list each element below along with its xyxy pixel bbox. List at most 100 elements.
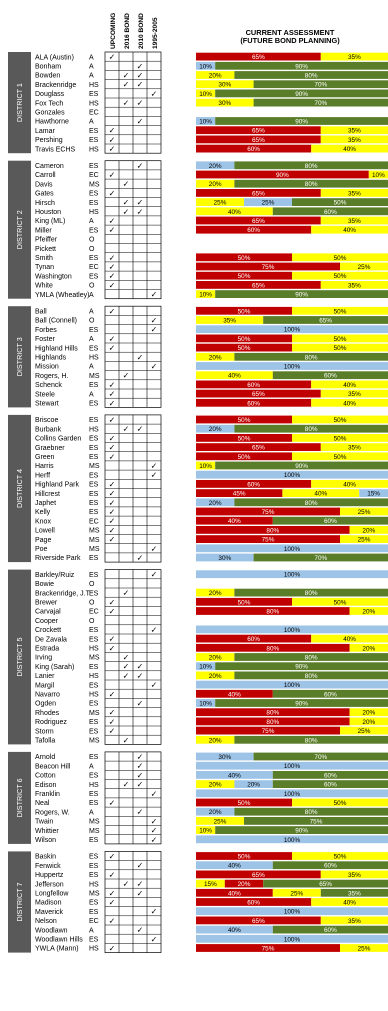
bar-label: 10% bbox=[199, 463, 212, 470]
check-mark: ✓ bbox=[109, 443, 116, 452]
check-mark: ✓ bbox=[137, 161, 144, 170]
bar-segment bbox=[340, 507, 388, 516]
bar-label: 35% bbox=[348, 445, 361, 452]
bar-label: 50% bbox=[238, 308, 251, 315]
district-band bbox=[8, 306, 31, 408]
school-type: ES bbox=[89, 555, 99, 562]
bar-segment bbox=[311, 634, 388, 643]
bar-segment bbox=[196, 380, 312, 389]
bar-label: 35% bbox=[348, 128, 361, 135]
bar-label: 70% bbox=[314, 555, 327, 562]
check-mark: ✓ bbox=[109, 480, 116, 489]
bar-label: 65% bbox=[252, 128, 265, 135]
district-band bbox=[8, 851, 31, 953]
school-name: Highlands bbox=[35, 355, 67, 362]
bar-segment bbox=[196, 879, 225, 888]
bar-label: 65% bbox=[319, 318, 332, 325]
bar-segment bbox=[196, 553, 254, 562]
bar-label: 65% bbox=[252, 445, 265, 452]
bar-label: 90% bbox=[295, 119, 308, 126]
bar-segment bbox=[196, 516, 273, 525]
bar-label: 65% bbox=[252, 190, 265, 197]
school-type: ES bbox=[89, 791, 99, 798]
check-mark: ✓ bbox=[123, 880, 130, 889]
bar-segment bbox=[196, 570, 388, 579]
school-name: Whittier bbox=[35, 828, 59, 835]
school-name: Schenck bbox=[35, 382, 62, 389]
school-type: ES bbox=[89, 137, 99, 144]
check-mark: ✓ bbox=[123, 671, 130, 680]
column-header: 2010 BOND bbox=[138, 13, 145, 49]
school-type: ES bbox=[89, 509, 99, 516]
school-type: MS bbox=[89, 828, 100, 835]
bar-segment bbox=[215, 117, 388, 125]
bar-label: 40% bbox=[228, 691, 241, 698]
bar-label: 90% bbox=[295, 91, 308, 98]
bar-label: 65% bbox=[252, 54, 265, 61]
school-name: Ogden bbox=[35, 701, 56, 708]
bar-label: 100% bbox=[284, 936, 301, 943]
school-type: EC bbox=[89, 518, 99, 525]
school-type: MS bbox=[89, 710, 100, 717]
school-type: A bbox=[89, 763, 94, 770]
school-type: A bbox=[89, 119, 94, 126]
bar-label: 75% bbox=[262, 728, 275, 735]
bar-segment bbox=[196, 870, 321, 879]
check-mark: ✓ bbox=[109, 53, 116, 62]
bar-label: 60% bbox=[247, 227, 260, 234]
school-type: HS bbox=[89, 426, 99, 433]
check-mark: ✓ bbox=[123, 736, 130, 745]
school-type: ES bbox=[89, 163, 99, 170]
school-name: Harris bbox=[35, 463, 54, 470]
check-mark: ✓ bbox=[137, 926, 144, 935]
check-mark: ✓ bbox=[123, 653, 130, 662]
bar-label: 100% bbox=[284, 327, 301, 334]
bar-segment bbox=[196, 189, 321, 197]
district-label: DISTRICT 3 bbox=[15, 337, 24, 376]
bar-label: 10% bbox=[199, 119, 212, 126]
bar-segment bbox=[196, 934, 388, 943]
bar-label: 25% bbox=[290, 890, 303, 897]
bar-label: 100% bbox=[284, 546, 301, 553]
bar-label: 50% bbox=[334, 200, 347, 207]
bar-label: 10% bbox=[199, 701, 212, 708]
bar-label: 65% bbox=[319, 881, 332, 888]
bar-label: 100% bbox=[284, 627, 301, 634]
school-type: A bbox=[89, 309, 94, 316]
bar-label: 75% bbox=[262, 946, 275, 953]
bar-label: 40% bbox=[228, 772, 241, 779]
check-mark: ✓ bbox=[151, 290, 158, 299]
bar-segment bbox=[234, 352, 388, 361]
district-label: DISTRICT 6 bbox=[15, 778, 24, 817]
bar-segment bbox=[196, 588, 235, 597]
bar-label: 25% bbox=[214, 200, 227, 207]
school-name: Mission bbox=[35, 364, 59, 371]
school-name: Edison bbox=[35, 782, 57, 789]
bar-segment bbox=[320, 916, 388, 925]
school-type: HS bbox=[89, 355, 99, 362]
school-type: ES bbox=[89, 454, 99, 461]
check-mark: ✓ bbox=[109, 644, 116, 653]
bar-label: 20% bbox=[362, 719, 375, 726]
bar-segment bbox=[196, 507, 340, 516]
bar-segment bbox=[196, 352, 235, 361]
school-type: ES bbox=[89, 273, 99, 280]
school-name: Hawthorne bbox=[35, 119, 69, 126]
district-band bbox=[8, 160, 31, 299]
school-name: Burbank bbox=[35, 426, 62, 433]
bar-segment bbox=[196, 389, 321, 398]
school-type: O bbox=[89, 618, 95, 625]
bar-segment bbox=[196, 281, 321, 289]
bar-label: 35% bbox=[348, 890, 361, 897]
bar-label: 80% bbox=[305, 809, 318, 816]
bar-label: 40% bbox=[228, 518, 241, 525]
bar-segment bbox=[196, 717, 350, 726]
school-name: Storm bbox=[35, 728, 54, 735]
check-mark: ✓ bbox=[109, 870, 116, 879]
bar-label: 50% bbox=[238, 854, 251, 861]
bar-label: 80% bbox=[266, 645, 279, 652]
bar-label: 20% bbox=[209, 354, 222, 361]
bar-label: 40% bbox=[228, 890, 241, 897]
school-type: ES bbox=[89, 872, 99, 879]
